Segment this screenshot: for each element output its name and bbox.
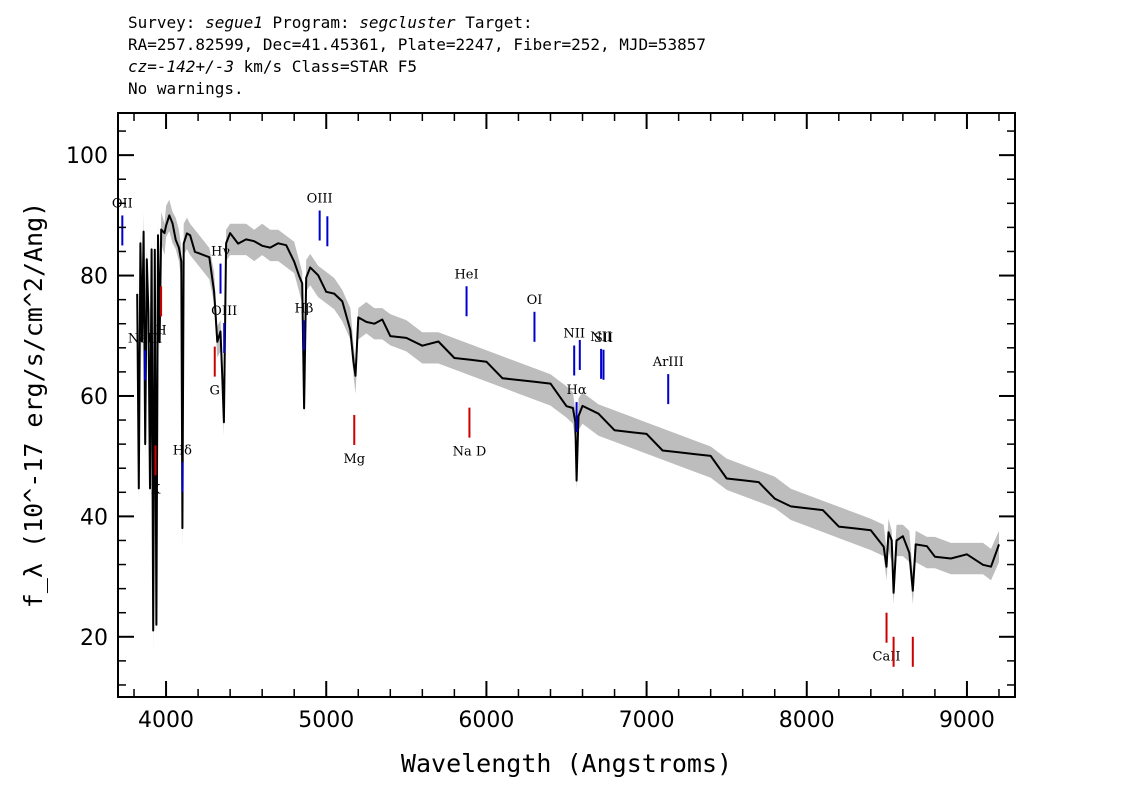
- y-tick-labels: 20 40 60 80 100: [66, 144, 108, 651]
- y-tick-label: 80: [80, 265, 108, 290]
- line-marker-label: OI: [527, 293, 543, 308]
- line-marker-label: HeI: [454, 267, 478, 282]
- error-band: [137, 199, 999, 653]
- line-marker-label: H: [155, 323, 166, 338]
- x-tick-label: 7000: [619, 708, 675, 733]
- x-tick-label: 8000: [779, 708, 835, 733]
- line-marker-label: ArIII: [652, 355, 684, 370]
- line-marker-label: Hβ: [295, 301, 314, 316]
- flux-line: [136, 214, 1000, 632]
- program-value: segcluster: [359, 13, 456, 32]
- line-marker-label: K: [151, 482, 161, 497]
- cz-class-text: km/s Class=STAR F5: [243, 57, 417, 76]
- x-tick-label: 6000: [458, 708, 514, 733]
- x-tick-labels: 4000 5000 6000 7000 8000 9000: [138, 708, 995, 733]
- line-marker-label: Na D: [453, 445, 487, 460]
- target-key: Target:: [465, 13, 533, 32]
- line-marker-label: NII: [590, 330, 612, 345]
- line-marker-label: G: [210, 384, 220, 399]
- header-line-survey: Survey: segue1 Program: segcluster Targe…: [128, 12, 706, 34]
- x-tick-label: 4000: [138, 708, 194, 733]
- spectrum-header: Survey: segue1 Program: segcluster Targe…: [128, 12, 706, 100]
- line-marker-label: Hδ: [173, 443, 192, 458]
- survey-value: segue1: [205, 13, 263, 32]
- y-tick-label: 100: [66, 144, 108, 169]
- y-tick-label: 20: [80, 626, 108, 651]
- line-marker-label: OIII: [307, 192, 333, 207]
- x-tick-label: 5000: [298, 708, 354, 733]
- survey-key: Survey:: [128, 13, 196, 32]
- x-axis-title: Wavelength (Angstroms): [401, 749, 732, 778]
- y-tick-label: 40: [80, 505, 108, 530]
- program-key: Program:: [272, 13, 350, 32]
- header-line-warnings: No warnings.: [128, 79, 244, 98]
- line-marker-label: Hγ: [211, 245, 230, 260]
- line-marker-label: CaII: [873, 650, 901, 665]
- line-marker-label: NeIII: [128, 331, 162, 346]
- line-marker-label: OIII: [211, 304, 237, 319]
- line-marker-label: Mg: [343, 452, 365, 467]
- cz-key: cz=: [128, 57, 157, 76]
- line-marker-label: Hα: [567, 383, 587, 398]
- cz-value: -142+/-3: [156, 57, 234, 76]
- plot-frame: [117, 112, 1016, 698]
- y-axis-title: f_λ (10^-17 erg/s/cm^2/Ang): [19, 202, 48, 608]
- line-marker-label: NII: [563, 326, 585, 341]
- flux-layer: [136, 214, 1000, 632]
- x-tick-label: 9000: [939, 708, 995, 733]
- header-line-coords: RA=257.82599, Dec=41.45361, Plate=2247, …: [128, 35, 706, 54]
- error-band-layer: [137, 199, 999, 653]
- line-marker-label: SII: [594, 331, 613, 346]
- header-line-redshift: cz=-142+/-3 km/s Class=STAR F5: [128, 56, 706, 78]
- ticks-layer: [118, 113, 1015, 697]
- y-tick-label: 60: [80, 385, 108, 410]
